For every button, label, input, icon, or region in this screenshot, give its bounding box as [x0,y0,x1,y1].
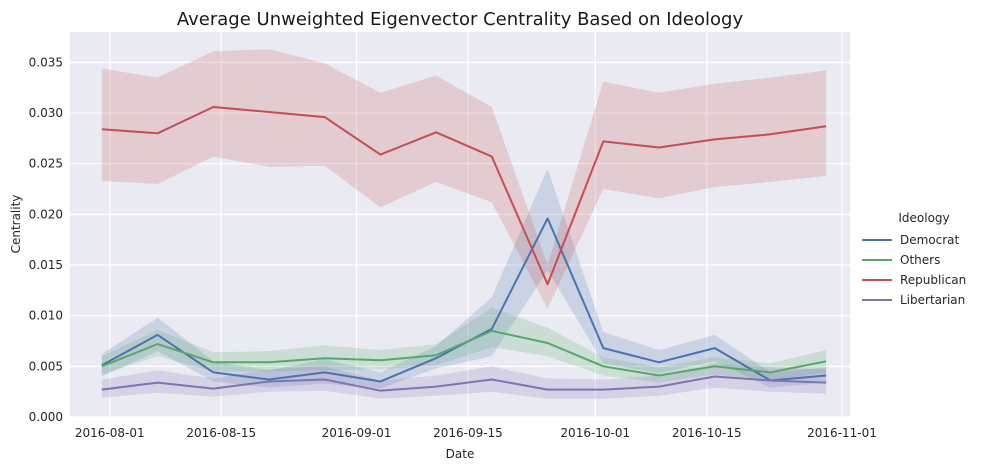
legend-title: Ideology [898,211,949,225]
x-tick-label: 2016-10-15 [672,426,742,440]
y-tick-label: 0.030 [29,106,63,120]
others-series-line [101,329,827,377]
x-tick-label: 2016-08-01 [75,426,145,440]
y-tick-label: 0.035 [29,55,63,69]
chart-title: Average Unweighted Eigenvector Centralit… [177,9,744,30]
y-tick-label: 0.020 [29,207,63,221]
x-tick-label: 2016-09-15 [433,426,503,440]
legend-label-libertarian: Libertarian [900,293,965,307]
x-axis-label: Date [446,447,475,461]
x-tick-labels: 2016-08-01 2016-08-15 2016-09-01 2016-09-15… [75,426,877,440]
y-tick-label: 0.000 [29,410,63,424]
legend-label-others: Others [900,253,940,267]
legend-label-democrat: Democrat [900,233,960,247]
x-tick-label: 2016-11-01 [807,426,877,440]
y-tick-label: 0.025 [29,157,63,171]
x-tick-label: 2016-09-01 [322,426,392,440]
grid [70,32,850,418]
libertarian-confidence-band [101,363,827,399]
y-tick-label: 0.005 [29,359,63,373]
x-tick-label: 2016-08-15 [186,426,256,440]
series-lines [101,106,827,392]
legend-label-republican: Republican [900,273,966,287]
legend: Ideology Democrat Others Republican Liberta… [862,211,966,307]
republican-series-line [101,106,827,286]
y-tick-labels: 0.000 0.005 0.010 0.015 0.020 0.025 0.030 0.035 [29,55,63,424]
others-confidence-band [101,307,827,383]
libertarian-series-line [101,375,827,392]
plot-background [70,32,850,417]
x-tick-label: 2016-10-01 [560,426,630,440]
y-tick-label: 0.010 [29,309,63,323]
y-axis-label: Centrality [9,195,23,254]
y-tick-label: 0.015 [29,258,63,272]
